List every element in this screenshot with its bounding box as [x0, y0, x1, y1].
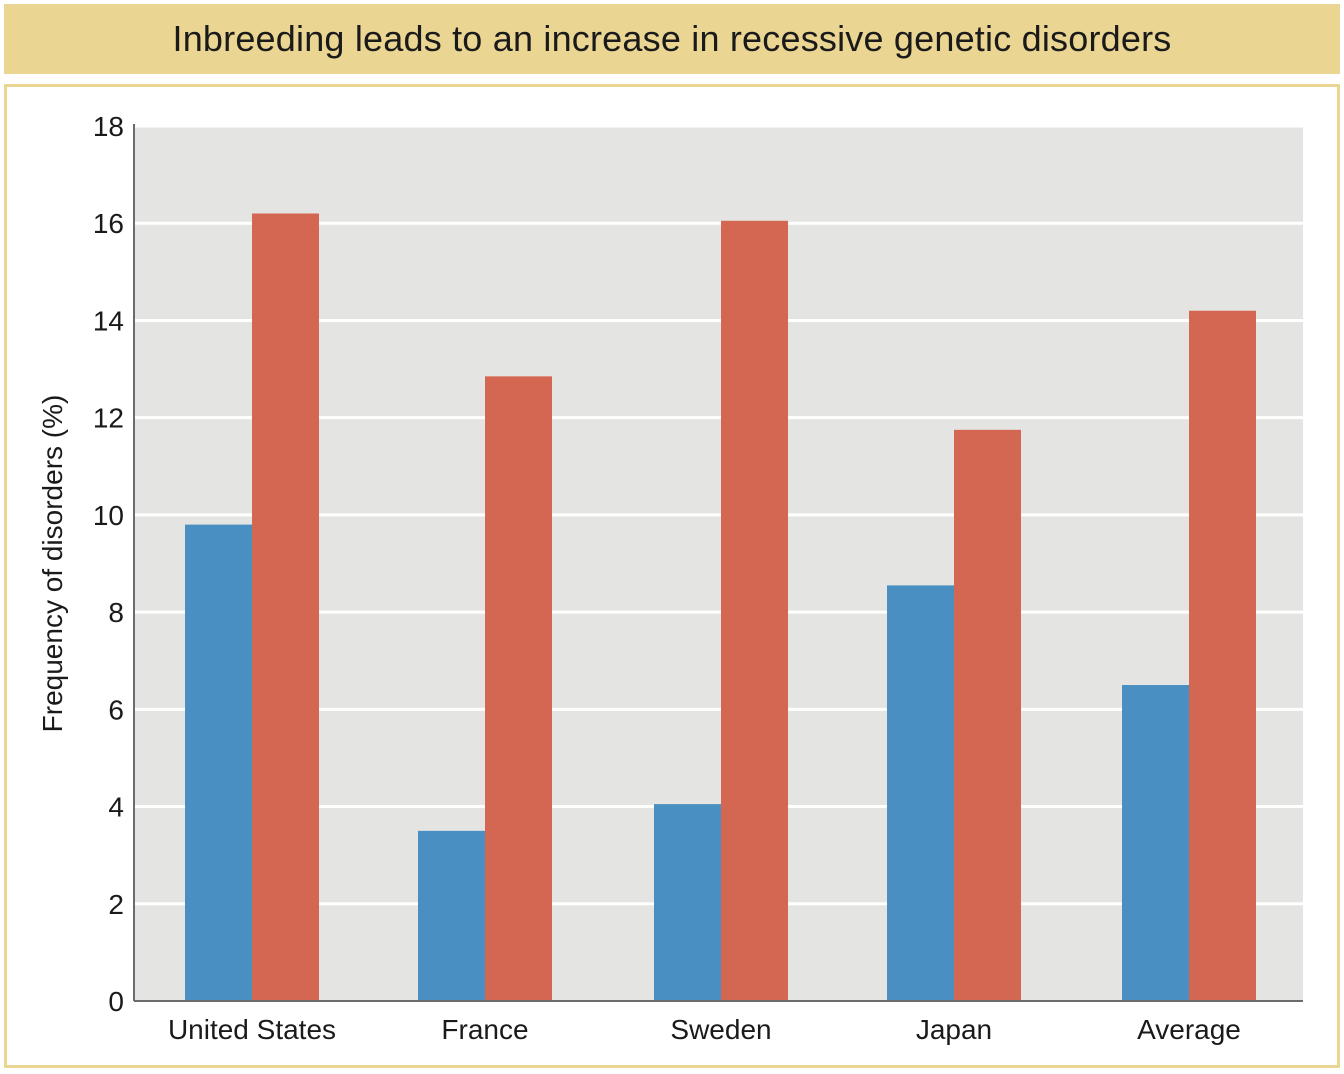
y-tick-label: 8	[108, 597, 124, 628]
y-tick-label: 16	[93, 208, 124, 239]
bar-japan-series-2	[954, 429, 1021, 1001]
x-tick-label: Average	[1137, 1014, 1241, 1045]
bar-average-series-1	[1122, 685, 1189, 1001]
y-tick-label: 6	[108, 694, 124, 725]
y-tick-label: 18	[93, 111, 124, 142]
bar-united-states-series-2	[252, 213, 319, 1001]
bars	[185, 213, 1256, 1001]
x-tick-label: Sweden	[670, 1014, 771, 1045]
title-banner: Inbreeding leads to an increase in reces…	[4, 4, 1340, 74]
x-tick-label: Japan	[916, 1014, 992, 1045]
y-tick-label: 0	[108, 986, 124, 1017]
y-tick-label: 4	[108, 792, 124, 823]
x-tick-label: France	[441, 1014, 528, 1045]
y-tick-label: 2	[108, 889, 124, 920]
y-axis-label: Frequency of disorders (%)	[37, 395, 68, 733]
bar-japan-series-1	[887, 585, 954, 1001]
bar-france-series-1	[418, 830, 485, 1001]
chart-title: Inbreeding leads to an increase in reces…	[172, 18, 1172, 59]
y-tick-label: 10	[93, 500, 124, 531]
bar-sweden-series-1	[654, 804, 721, 1001]
bar-united-states-series-1	[185, 524, 252, 1001]
bar-france-series-2	[485, 376, 552, 1001]
axes	[133, 124, 1303, 1002]
y-tick-label: 12	[93, 403, 124, 434]
bar-sweden-series-2	[721, 220, 788, 1001]
axis-labels: 0 2 4 6 8 10 12 14 16 18 United States France Sweden…	[93, 111, 1241, 1045]
x-tick-label: United States	[168, 1014, 336, 1045]
bar-average-series-2	[1189, 310, 1256, 1001]
y-tick-label: 14	[93, 305, 124, 336]
